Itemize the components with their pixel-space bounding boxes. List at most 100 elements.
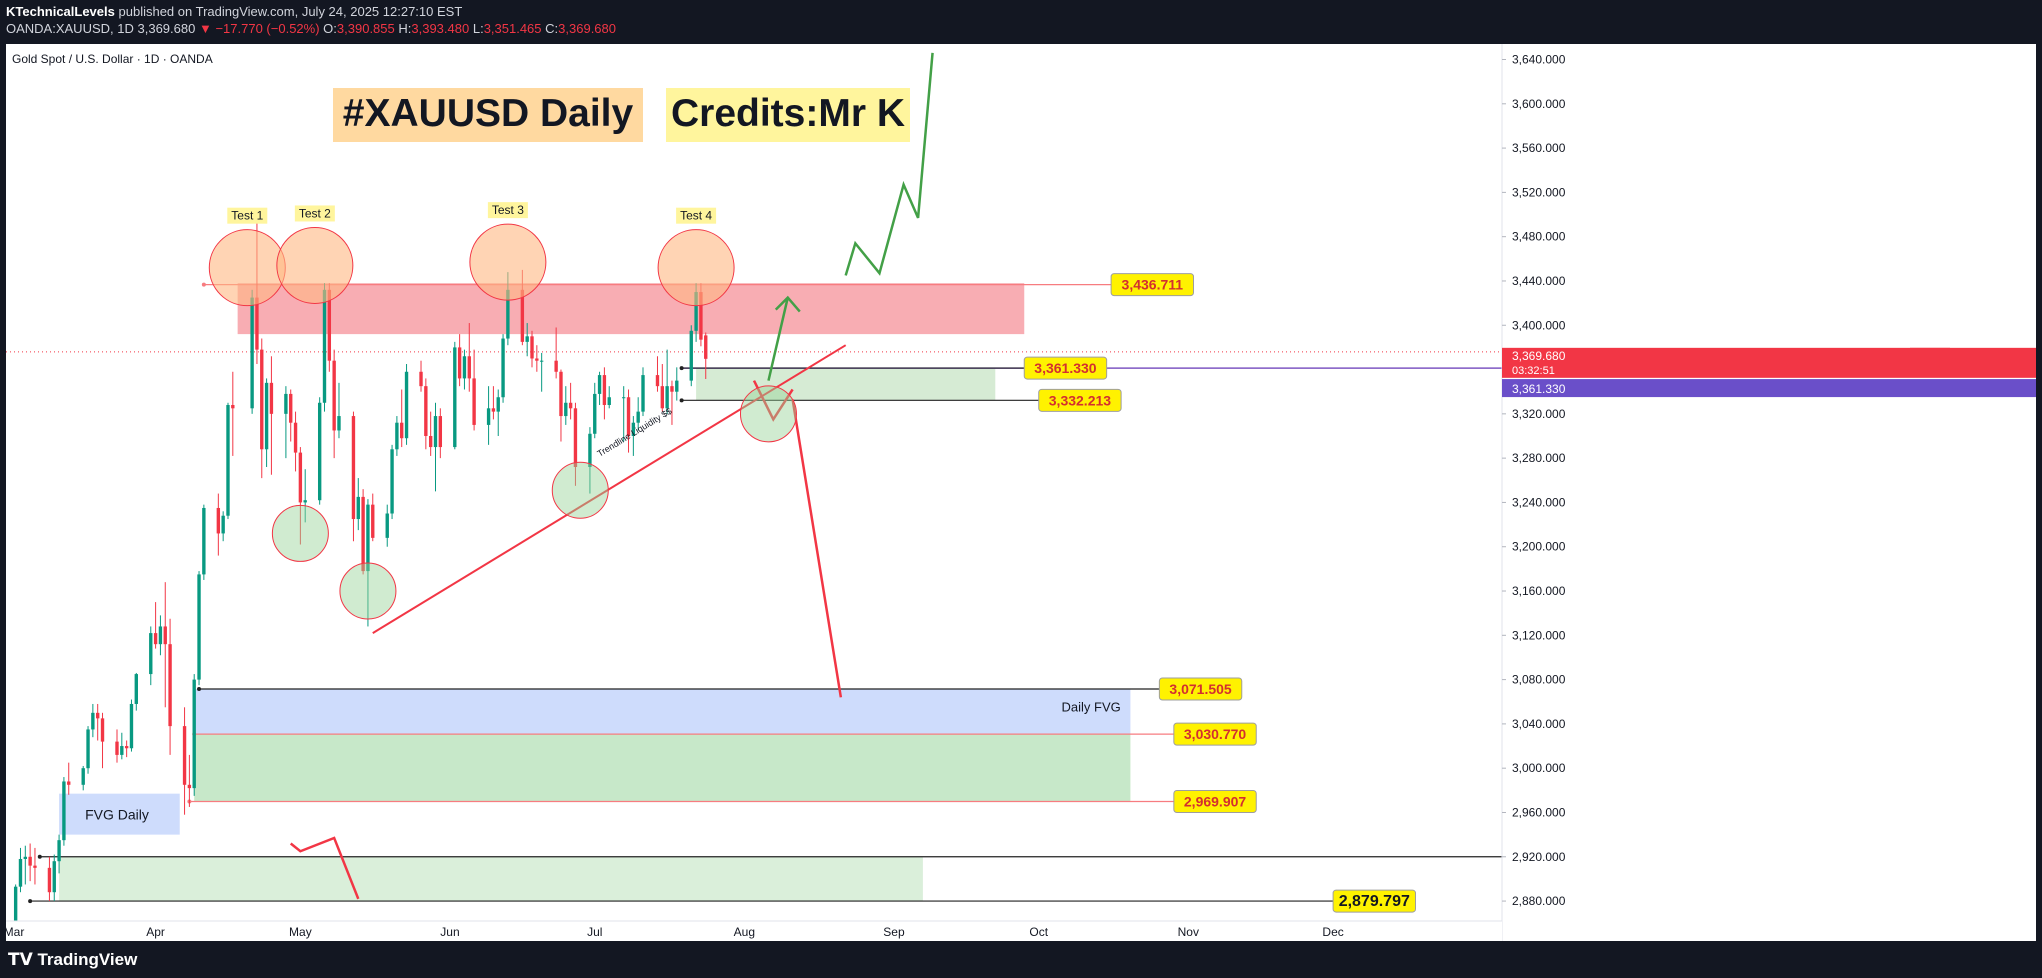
x-tick-label: Mar [6, 925, 24, 939]
candle [704, 332, 708, 380]
candle-body [559, 371, 563, 417]
candle [588, 427, 592, 494]
candle-body [588, 433, 592, 467]
level-label: 2,969.907 [1173, 790, 1257, 814]
candle-body [385, 513, 389, 538]
level-label-text: 3,030.770 [1184, 726, 1246, 742]
y-tick-label: 3,640.000 [1512, 53, 1566, 67]
axes-layer: 2,880.000 2,920.000 2,960.000 3,000.000 3,04… [4, 44, 2036, 941]
price-change: −17.770 (−0.52%) [215, 21, 320, 36]
candle-body [530, 336, 534, 359]
candle-body [631, 422, 636, 436]
candle [462, 349, 467, 390]
y-tick-label: 2,880.000 [1512, 894, 1566, 908]
last-price: 3,369.680 [137, 21, 196, 36]
level-label-text: 3,332.213 [1049, 392, 1111, 408]
candle [231, 371, 235, 456]
candle-body [438, 416, 443, 448]
x-tick-label: Jun [440, 925, 459, 939]
zone-fvg-green [696, 368, 996, 401]
candle-body [660, 386, 664, 409]
chart-frame[interactable]: Trendline Liquidity $$ 3,436.711 3,361.33… [4, 44, 2036, 941]
test-circle [208, 229, 286, 307]
candle [597, 371, 602, 405]
y-tick-label: 3,000.000 [1512, 761, 1566, 775]
level-label-text: 3,361.330 [1034, 360, 1096, 376]
last-price-tag-bg [1502, 347, 2036, 378]
candle [221, 511, 225, 542]
candle [260, 338, 264, 479]
last-price-tag-text: 3,369.680 [1512, 349, 1566, 363]
candle-body [13, 886, 18, 926]
candle [192, 674, 196, 796]
support-circle [739, 385, 797, 443]
chart-canvas[interactable]: Trendline Liquidity $$ 3,436.7113,361.33… [4, 44, 2036, 941]
x-tick-label: Apr [146, 925, 165, 939]
credits-banner: Credits:Mr K [666, 88, 910, 142]
countdown-text: 03:32:51 [1512, 365, 1555, 377]
candle-body [62, 781, 66, 841]
test-label-text: Test 1 [231, 209, 263, 223]
level-label-bg [1023, 356, 1108, 380]
candle-body [568, 402, 573, 409]
candle-body [149, 633, 153, 675]
candle [539, 352, 544, 392]
candle [385, 504, 389, 547]
ohlc-line: OANDA:XAUUSD, 1D 3,369.680 ▼ −17.770 (−0… [6, 21, 616, 36]
tradingview-logo[interactable]: 𝗧𝗩 TradingView [8, 950, 137, 970]
candle-body [506, 289, 510, 339]
candle-body [289, 393, 293, 423]
candle-body [153, 633, 158, 645]
candle [81, 765, 85, 791]
candle [33, 847, 37, 885]
candle [395, 416, 399, 456]
candle-body [491, 408, 496, 412]
level-label: 3,436.711 [1110, 273, 1195, 297]
close-label: C: [545, 21, 559, 36]
candle-body [462, 356, 467, 379]
candle [371, 493, 375, 542]
candle-body [356, 496, 360, 520]
low-label: L: [472, 21, 484, 36]
credits-banner-text: Credits:Mr K [671, 92, 905, 135]
candle [670, 380, 674, 425]
candle [28, 843, 32, 882]
candle [486, 386, 491, 445]
candle-body [303, 500, 307, 503]
candle [593, 382, 597, 439]
candle-body [351, 416, 356, 520]
candle-body [453, 347, 457, 448]
candle [67, 762, 71, 795]
candle [573, 402, 578, 486]
line-price-tag-text: 3,361.330 [1512, 382, 1566, 396]
high-label: H: [398, 21, 412, 36]
candle-body [366, 504, 370, 572]
author-name[interactable]: KTechnicalLevels [6, 4, 115, 19]
candle [428, 411, 433, 456]
candle [18, 847, 23, 893]
candle [91, 703, 95, 738]
published-text: published on TradingView.com, July 24, 2… [118, 4, 463, 19]
level-label: 3,071.505 [1158, 677, 1243, 701]
candle [351, 411, 356, 542]
candle [322, 283, 327, 412]
level-label-text: 3,436.711 [1122, 277, 1184, 293]
y-tick-label: 3,200.000 [1512, 540, 1566, 554]
test-label-bg [487, 202, 528, 219]
candle-body [57, 840, 61, 862]
support-circle [339, 562, 397, 620]
candle-body [120, 746, 124, 755]
open-value: 3,390.855 [336, 21, 395, 36]
zone-layer [59, 283, 1131, 902]
level-label-bg [1158, 677, 1243, 701]
candle [100, 712, 105, 769]
candle-body [23, 856, 27, 859]
test-label-bg [294, 205, 335, 222]
candle [284, 386, 288, 459]
candle [62, 777, 66, 846]
circle-layer [208, 223, 797, 620]
level-label-bg [1173, 790, 1257, 814]
test-label-bg [676, 207, 717, 224]
brand-text: TradingView [37, 950, 138, 969]
y-tick-label: 3,520.000 [1512, 185, 1566, 199]
